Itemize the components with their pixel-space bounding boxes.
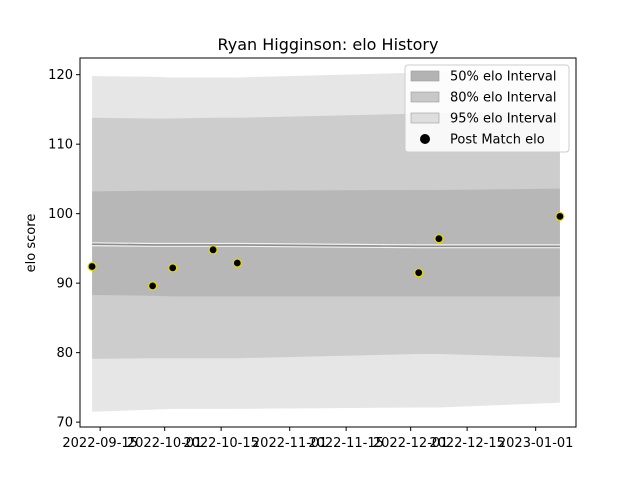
y-tick-label: 100 [48,207,73,222]
post-match-elo-point [414,268,424,278]
post-match-elo-point [148,281,158,291]
plot-area: 7080901001101202022-09-152022-10-012022-… [48,57,577,451]
x-tick-label: 2022-10-15 [183,436,259,451]
mean-elo-line [92,243,560,248]
y-tick-label: 90 [56,277,73,292]
x-tick-label: 2022-11-01 [252,436,328,451]
legend-swatch [410,70,440,82]
post-match-elo-point [87,261,97,272]
y-axis-label: elo score [24,214,39,273]
legend: 50% elo Interval 80% elo Interval 95% elo … [404,64,570,153]
x-tick-label: 2022-11-15 [308,436,384,451]
legend-marker [420,134,430,144]
legend-label: Post Match elo [450,133,545,148]
y-tick-label: 110 [48,138,73,153]
plot-frame [79,57,577,428]
legend-box [404,64,570,153]
y-tick-label: 80 [56,346,73,361]
x-tick-label: 2022-09-15 [62,436,138,451]
legend-label: 80% elo Interval [450,91,557,106]
y-tick-label: 70 [56,416,73,431]
band-50-interval [92,188,560,297]
legend-label: 95% elo Interval [450,112,557,127]
legend-swatch [410,112,440,124]
x-tick-label: 2022-12-15 [429,436,505,451]
x-tick-label: 2023-01-01 [498,436,574,451]
chart-title: Ryan Higginson: elo History [218,35,439,54]
post-match-elo-point [434,234,444,244]
post-match-elo-point [232,258,242,268]
legend-swatch [410,91,440,103]
x-tick-label: 2022-10-01 [127,436,203,451]
post-match-elo-point [168,263,178,273]
post-match-elo-point [555,211,565,221]
y-tick-label: 120 [48,68,73,83]
legend-label: 50% elo Interval [450,70,557,85]
x-tick-label: 2022-12-01 [373,436,449,451]
post-match-elo-point [208,245,218,255]
